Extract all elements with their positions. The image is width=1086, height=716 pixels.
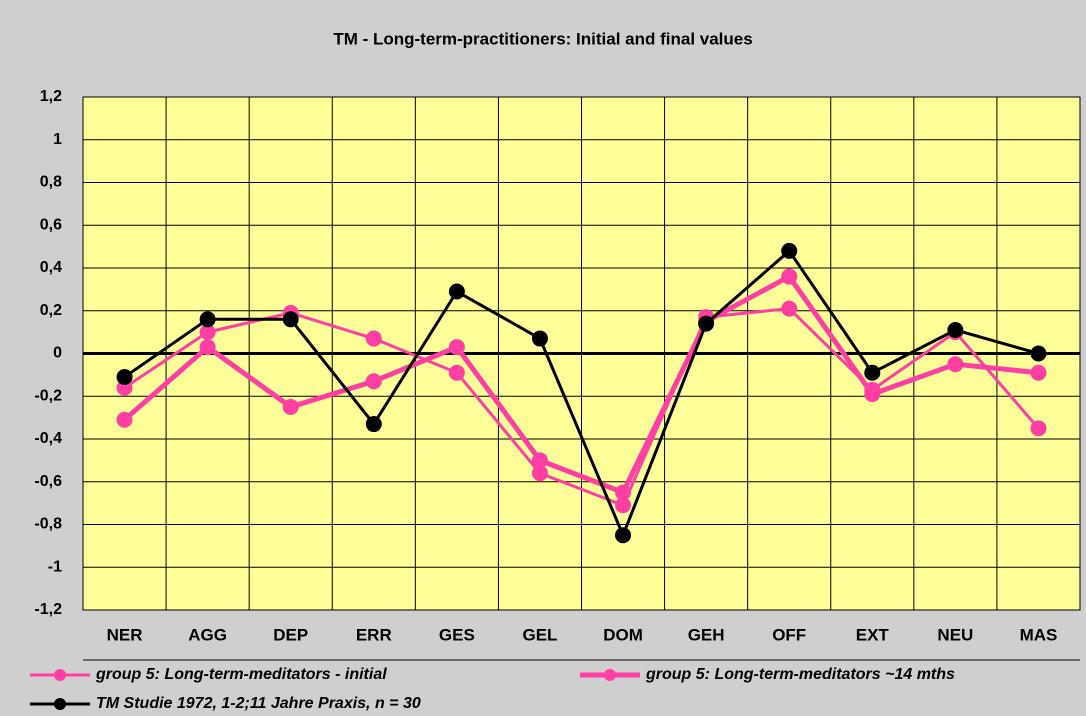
y-tick-label: -0,6 xyxy=(34,473,62,490)
series-marker xyxy=(365,330,382,347)
series-marker xyxy=(116,411,133,428)
series-marker xyxy=(781,242,798,259)
series-marker xyxy=(1030,364,1047,381)
legend-marker xyxy=(604,669,616,681)
x-tick-label: AGG xyxy=(188,625,227,644)
series-marker xyxy=(199,339,216,356)
y-tick-label: -0,2 xyxy=(34,387,62,404)
x-tick-label: OFF xyxy=(772,625,806,644)
y-tick-label: 1,2 xyxy=(40,88,62,105)
series-marker xyxy=(531,452,548,469)
y-tick-label: 1 xyxy=(53,131,62,148)
series-marker xyxy=(199,324,216,341)
series-marker xyxy=(448,283,465,300)
y-tick-label: -1,2 xyxy=(34,601,62,618)
x-tick-label: GEL xyxy=(522,625,557,644)
series-marker xyxy=(1030,420,1047,437)
series-line xyxy=(123,307,1040,507)
y-tick-label: -0,8 xyxy=(34,516,62,533)
legend-marker xyxy=(54,669,66,681)
series-line xyxy=(122,274,1039,495)
x-tick-label: NEU xyxy=(937,625,973,644)
series-marker xyxy=(864,364,881,381)
series-marker xyxy=(531,465,548,482)
series-marker xyxy=(199,311,216,328)
x-tick-label: GEH xyxy=(688,625,725,644)
series-marker xyxy=(531,330,548,347)
series-marker xyxy=(116,369,133,386)
y-tick-label: 0,6 xyxy=(40,216,62,233)
series-marker xyxy=(615,484,632,501)
series-marker xyxy=(448,339,465,356)
series-marker xyxy=(947,356,964,373)
series-marker xyxy=(781,300,798,317)
x-tick-label: GES xyxy=(439,625,475,644)
legend-marker xyxy=(54,698,66,710)
y-tick-label: 0,2 xyxy=(40,302,62,319)
y-tick-label: 0 xyxy=(53,345,62,362)
y-tick-label: 0,8 xyxy=(40,174,62,191)
y-tick-label: -0,4 xyxy=(34,430,62,447)
x-tick-label: NER xyxy=(107,625,143,644)
x-tick-label: EXT xyxy=(856,625,890,644)
series-marker xyxy=(448,364,465,381)
series-marker xyxy=(1030,345,1047,362)
x-tick-label: DOM xyxy=(603,625,643,644)
series-line xyxy=(123,249,1039,537)
series-marker xyxy=(615,497,632,514)
series-marker xyxy=(282,398,299,415)
x-tick-label: ERR xyxy=(356,625,392,644)
y-tick-label: 0,4 xyxy=(40,259,62,276)
series-marker xyxy=(864,386,881,403)
series-marker xyxy=(615,527,632,544)
x-tick-label: MAS xyxy=(1020,625,1058,644)
x-tick-label: DEP xyxy=(273,625,308,644)
legend-label: group 5: Long-term-meditators - initial xyxy=(95,666,387,683)
series-marker xyxy=(698,315,715,332)
series-marker xyxy=(947,321,964,338)
chart-title: TM - Long-term-practitioners: Initial an… xyxy=(333,29,752,48)
series-marker xyxy=(365,416,382,433)
series-marker xyxy=(781,268,798,285)
series-marker xyxy=(365,373,382,390)
y-tick-label: -1 xyxy=(48,558,62,575)
legend-label: TM Studie 1972, 1-2;11 Jahre Praxis, n =… xyxy=(96,695,421,712)
series-marker xyxy=(282,311,299,328)
legend-label: group 5: Long-term-meditators ~14 mths xyxy=(645,666,955,683)
